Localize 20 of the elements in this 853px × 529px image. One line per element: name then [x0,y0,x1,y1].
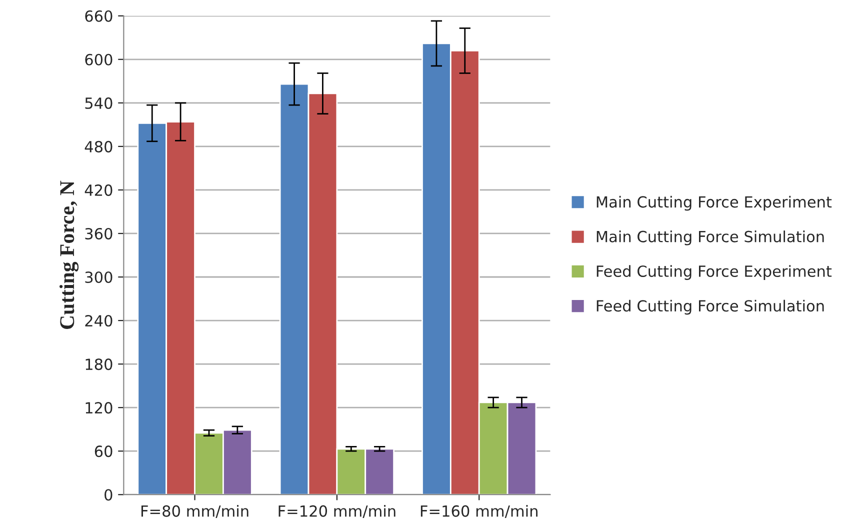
legend-label: Main Cutting Force Experiment [596,196,832,211]
y-tick-label: 180 [86,358,112,370]
y-axis-title: Cutting Force, N [59,180,79,329]
legend-label: Main Cutting Force Simulation [596,230,824,246]
y-tick-label: 120 [86,402,112,414]
x-tick-label: F=120 mm/min [278,505,396,518]
y-tick-label: 300 [85,271,112,284]
y-tick-label: 480 [84,140,112,152]
y-tick-label: 660 [85,10,112,22]
y-tick-label: 360 [85,228,112,240]
legend-label: Feed Cutting Force Experiment [596,265,832,280]
y-tick-label: 240 [85,314,112,327]
y-tick-label: 60 [94,446,112,458]
y-tick-label: 420 [84,184,112,196]
legend-label: Feed Cutting Force Simulation [596,300,824,315]
y-tick-label: 0 [104,489,112,501]
x-tick-label: F=80 mm/min [141,505,248,518]
y-tick-label: 600 [85,54,112,66]
x-tick-label: F=160 mm/min [420,505,538,518]
y-tick-label: 540 [85,97,112,109]
